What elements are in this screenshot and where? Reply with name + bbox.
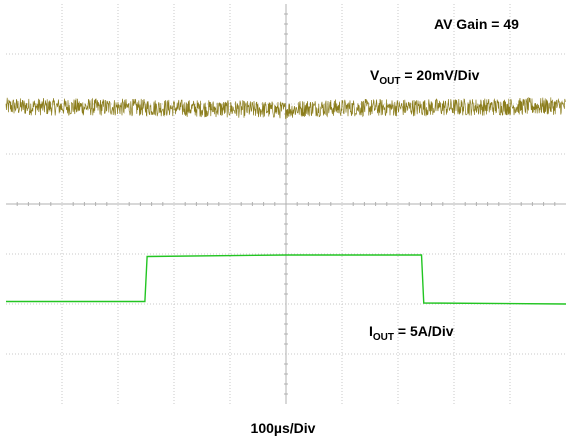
- vout-label-sub: OUT: [379, 76, 400, 87]
- gain-annotation: AV Gain = 49: [434, 16, 519, 32]
- trace-vout: [5, 96, 566, 120]
- iout-label-main: I: [369, 323, 373, 339]
- iout-label-scale: = 5A/Div: [394, 323, 454, 339]
- vout-label-scale: = 20mV/Div: [400, 67, 479, 83]
- traces: [5, 96, 566, 305]
- grid: [6, 4, 566, 404]
- x-axis-label: 100µs/Div: [251, 420, 316, 436]
- iout-label: IOUT = 5A/Div: [369, 323, 454, 343]
- iout-label-sub: OUT: [373, 332, 394, 343]
- vout-label-main: V: [370, 67, 380, 83]
- vout-label: VOUT = 20mV/Div: [370, 67, 480, 87]
- trace-iout: [6, 254, 566, 305]
